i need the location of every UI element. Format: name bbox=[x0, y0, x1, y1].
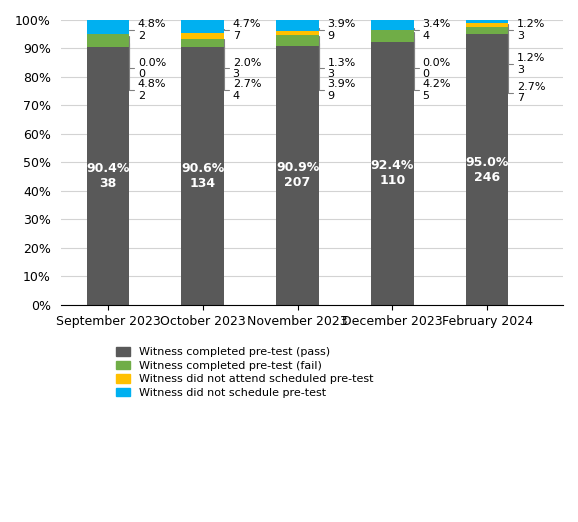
Text: 90.6%
134: 90.6% 134 bbox=[181, 162, 224, 190]
Text: 92.4%
110: 92.4% 110 bbox=[370, 159, 414, 187]
Text: 1.2%
3: 1.2% 3 bbox=[517, 19, 546, 41]
Text: 4.2%
5: 4.2% 5 bbox=[423, 79, 451, 101]
Bar bbox=[276, 31, 319, 35]
Text: 2.0%
3: 2.0% 3 bbox=[233, 57, 261, 79]
Bar bbox=[181, 39, 224, 47]
Text: 2.7%
7: 2.7% 7 bbox=[517, 82, 546, 103]
Bar bbox=[371, 42, 414, 305]
Text: 1.3%
3: 1.3% 3 bbox=[328, 57, 355, 79]
Bar bbox=[466, 27, 509, 34]
Text: 1.2%
3: 1.2% 3 bbox=[517, 53, 546, 75]
Text: 95.0%
246: 95.0% 246 bbox=[465, 156, 509, 184]
Bar bbox=[181, 47, 224, 305]
Bar bbox=[466, 34, 509, 305]
Bar bbox=[276, 46, 319, 305]
Text: 3.4%
4: 3.4% 4 bbox=[423, 19, 451, 41]
Text: 0.0%
0: 0.0% 0 bbox=[138, 57, 166, 79]
Text: 4.8%
2: 4.8% 2 bbox=[138, 19, 166, 41]
Bar bbox=[466, 20, 509, 23]
Text: 0.0%
0: 0.0% 0 bbox=[423, 57, 450, 79]
Bar bbox=[371, 30, 414, 42]
Bar bbox=[276, 35, 319, 46]
Bar bbox=[87, 48, 129, 305]
Bar bbox=[87, 20, 129, 34]
Bar bbox=[181, 20, 224, 33]
Text: 4.7%
7: 4.7% 7 bbox=[233, 19, 261, 41]
Text: 90.4%
38: 90.4% 38 bbox=[86, 162, 129, 190]
Bar bbox=[87, 34, 129, 48]
Bar bbox=[371, 20, 414, 30]
Bar bbox=[276, 20, 319, 31]
Text: 90.9%
207: 90.9% 207 bbox=[276, 161, 319, 189]
Bar bbox=[466, 23, 509, 27]
Text: 3.9%
9: 3.9% 9 bbox=[328, 79, 356, 101]
Legend: Witness completed pre-test (pass), Witness completed pre-test (fail), Witness di: Witness completed pre-test (pass), Witne… bbox=[116, 347, 373, 398]
Text: 4.8%
2: 4.8% 2 bbox=[138, 79, 166, 101]
Text: 2.7%
4: 2.7% 4 bbox=[233, 79, 261, 101]
Text: 3.9%
9: 3.9% 9 bbox=[328, 19, 356, 41]
Bar bbox=[181, 33, 224, 39]
